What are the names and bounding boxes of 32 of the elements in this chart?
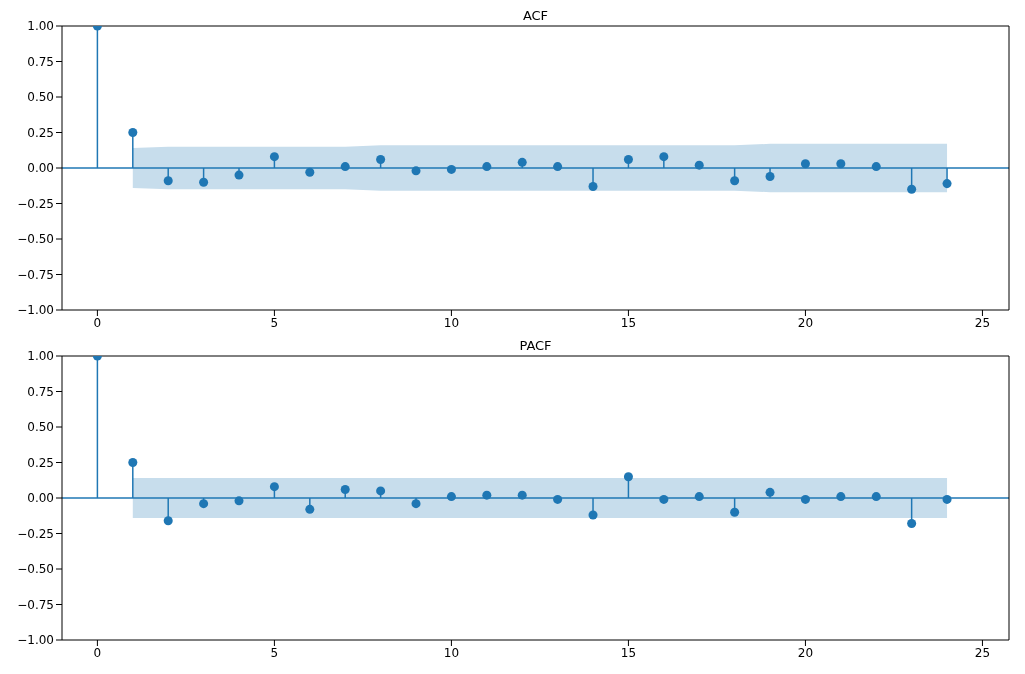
y-tick-label: −0.25	[17, 196, 54, 211]
x-tick-label: 15	[620, 645, 637, 660]
y-tick-label: −0.25	[17, 526, 54, 541]
y-tick-label: −0.50	[17, 232, 54, 247]
x-tick-label: 0	[93, 645, 102, 660]
x-tick-label: 20	[797, 645, 814, 660]
x-tick-label: 25	[974, 315, 991, 330]
y-tick-label: 0.25	[27, 455, 54, 470]
y-tick-label: −0.50	[17, 562, 54, 577]
y-tick-label: 0.50	[27, 90, 54, 105]
y-tick-label: 1.00	[27, 19, 54, 34]
x-tick-label: 15	[620, 315, 637, 330]
x-tick-label: 20	[797, 315, 814, 330]
x-tick-label: 25	[974, 645, 991, 660]
y-tick-label: 0.00	[27, 491, 54, 506]
x-tick-label: 0	[93, 315, 102, 330]
chart-title: PACF	[518, 338, 553, 353]
y-tick-label: −0.75	[17, 267, 54, 282]
y-tick-label: −0.75	[17, 597, 54, 612]
y-tick-label: 0.00	[27, 161, 54, 176]
y-tick-label: 1.00	[27, 349, 54, 364]
x-tick-label: 10	[443, 645, 460, 660]
y-tick-label: −1.00	[17, 633, 54, 648]
x-tick-label: 5	[270, 315, 279, 330]
y-tick-label: 0.50	[27, 420, 54, 435]
y-tick-label: 0.75	[27, 54, 54, 69]
chart-title: ACF	[521, 8, 550, 23]
x-tick-label: 10	[443, 315, 460, 330]
y-tick-label: −1.00	[17, 303, 54, 318]
y-tick-label: 0.75	[27, 384, 54, 399]
y-tick-label: 0.25	[27, 125, 54, 140]
x-tick-label: 5	[270, 645, 279, 660]
